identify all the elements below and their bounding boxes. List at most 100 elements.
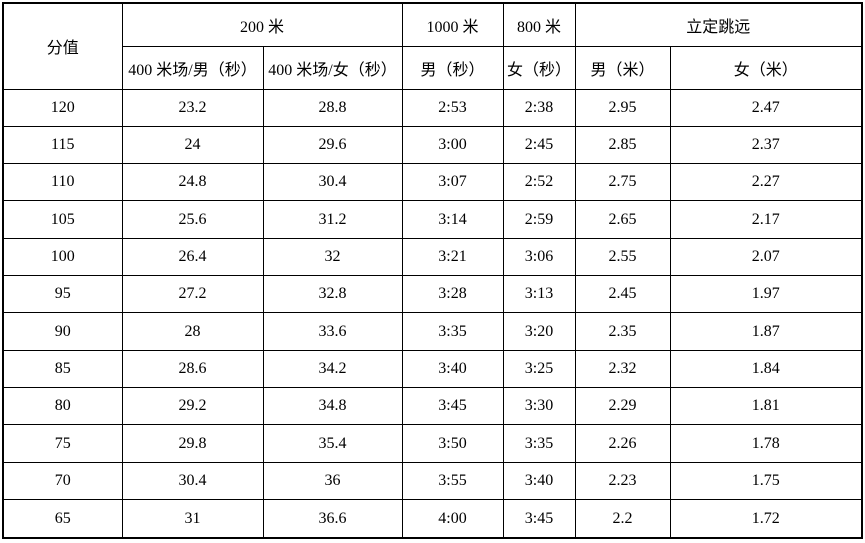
- cell-jump-female: 1.81: [669, 387, 863, 426]
- cell-jump-female: 2.07: [669, 237, 863, 277]
- table-row: 85 28.6 34.2 3:40 3:25 2.32 1.84: [2, 349, 863, 389]
- table-body: 120 23.2 28.8 2:53 2:38 2.95 2.47 115 24…: [2, 88, 863, 539]
- header-200m-female: 400 米场/女（秒）: [262, 45, 403, 90]
- cell-jump-male: 2.32: [574, 349, 671, 389]
- cell-1000m-male: 3:40: [401, 349, 504, 389]
- table-row: 120 23.2 28.8 2:53 2:38 2.95 2.47: [2, 88, 863, 127]
- cell-jump-female: 1.87: [669, 312, 863, 351]
- cell-score: 90: [2, 312, 123, 351]
- cell-jump-male: 2.26: [574, 424, 671, 463]
- table-row: 65 31 36.6 4:00 3:45 2.2 1.72: [2, 499, 863, 539]
- cell-1000m-male: 2:53: [401, 88, 504, 127]
- header-score: 分值: [2, 2, 123, 90]
- cell-score: 120: [2, 88, 123, 127]
- cell-200m-female: 34.2: [262, 349, 403, 389]
- cell-jump-female: 2.17: [669, 200, 863, 239]
- cell-800m-female: 3:40: [502, 461, 576, 501]
- cell-jump-female: 1.97: [669, 275, 863, 314]
- table-header: 分值 200 米 1000 米 800 米 立定跳远 400 米场/男（秒） 4…: [2, 2, 863, 90]
- cell-jump-female: 2.27: [669, 163, 863, 202]
- header-800m-group: 800 米: [502, 2, 576, 47]
- header-200m-group: 200 米: [121, 2, 403, 47]
- cell-200m-female: 35.4: [262, 424, 403, 463]
- table-row: 80 29.2 34.8 3:45 3:30 2.29 1.81: [2, 387, 863, 426]
- cell-score: 80: [2, 387, 123, 426]
- header-200m-male: 400 米场/男（秒）: [121, 45, 264, 90]
- cell-score: 75: [2, 424, 123, 463]
- cell-200m-male: 26.4: [121, 237, 264, 277]
- cell-jump-male: 2.75: [574, 163, 671, 202]
- cell-800m-female: 2:52: [502, 163, 576, 202]
- cell-1000m-male: 3:35: [401, 312, 504, 351]
- table-row: 110 24.8 30.4 3:07 2:52 2.75 2.27: [2, 163, 863, 202]
- cell-200m-female: 28.8: [262, 88, 403, 127]
- cell-jump-male: 2.29: [574, 387, 671, 426]
- cell-200m-male: 24: [121, 125, 264, 165]
- cell-1000m-male: 3:07: [401, 163, 504, 202]
- cell-200m-male: 29.2: [121, 387, 264, 426]
- cell-jump-male: 2.55: [574, 237, 671, 277]
- header-group-row: 分值 200 米 1000 米 800 米 立定跳远: [2, 2, 863, 90]
- cell-jump-female: 1.84: [669, 349, 863, 389]
- cell-score: 100: [2, 237, 123, 277]
- cell-200m-female: 34.8: [262, 387, 403, 426]
- cell-200m-male: 23.2: [121, 88, 264, 127]
- header-sub-row: 400 米场/男（秒） 400 米场/女（秒） 男（秒） 女（秒） 男（米） 女…: [3, 45, 863, 90]
- cell-200m-female: 29.6: [262, 125, 403, 165]
- cell-200m-male: 28.6: [121, 349, 264, 389]
- header-800m-female: 女（秒）: [502, 45, 576, 90]
- cell-jump-female: 2.47: [669, 88, 863, 127]
- cell-jump-female: 1.72: [669, 499, 863, 539]
- cell-jump-male: 2.85: [574, 125, 671, 165]
- cell-200m-male: 25.6: [121, 200, 264, 239]
- cell-200m-female: 31.2: [262, 200, 403, 239]
- table-row: 70 30.4 36 3:55 3:40 2.23 1.75: [2, 461, 863, 501]
- cell-jump-male: 2.65: [574, 200, 671, 239]
- header-jump-female: 女（米）: [669, 45, 863, 90]
- cell-jump-male: 2.35: [574, 312, 671, 351]
- cell-score: 65: [2, 499, 123, 539]
- cell-jump-male: 2.23: [574, 461, 671, 501]
- cell-score: 70: [2, 461, 123, 501]
- cell-jump-male: 2.2: [574, 499, 671, 539]
- cell-800m-female: 2:59: [502, 200, 576, 239]
- cell-200m-male: 29.8: [121, 424, 264, 463]
- cell-1000m-male: 3:14: [401, 200, 504, 239]
- cell-200m-female: 33.6: [262, 312, 403, 351]
- cell-800m-female: 3:35: [502, 424, 576, 463]
- cell-200m-female: 32: [262, 237, 403, 277]
- header-1000m-male: 男（秒）: [401, 45, 504, 90]
- cell-200m-female: 32.8: [262, 275, 403, 314]
- cell-jump-female: 1.75: [669, 461, 863, 501]
- cell-1000m-male: 3:00: [401, 125, 504, 165]
- cell-jump-male: 2.95: [574, 88, 671, 127]
- cell-200m-male: 27.2: [121, 275, 264, 314]
- cell-200m-male: 31: [121, 499, 264, 539]
- table-row: 95 27.2 32.8 3:28 3:13 2.45 1.97: [2, 275, 863, 314]
- cell-score: 115: [2, 125, 123, 165]
- cell-800m-female: 2:45: [502, 125, 576, 165]
- cell-1000m-male: 3:21: [401, 237, 504, 277]
- header-jump-male: 男（米）: [574, 45, 671, 90]
- cell-800m-female: 3:20: [502, 312, 576, 351]
- cell-1000m-male: 3:50: [401, 424, 504, 463]
- table-row: 105 25.6 31.2 3:14 2:59 2.65 2.17: [2, 200, 863, 239]
- cell-score: 85: [2, 349, 123, 389]
- cell-800m-female: 3:45: [502, 499, 576, 539]
- cell-score: 105: [2, 200, 123, 239]
- cell-1000m-male: 3:55: [401, 461, 504, 501]
- cell-score: 110: [2, 163, 123, 202]
- cell-800m-female: 2:38: [502, 88, 576, 127]
- header-jump-group: 立定跳远: [574, 2, 863, 47]
- table-row: 90 28 33.6 3:35 3:20 2.35 1.87: [2, 312, 863, 351]
- cell-jump-female: 2.37: [669, 125, 863, 165]
- cell-800m-female: 3:30: [502, 387, 576, 426]
- cell-1000m-male: 3:28: [401, 275, 504, 314]
- cell-200m-female: 30.4: [262, 163, 403, 202]
- table-row: 75 29.8 35.4 3:50 3:35 2.26 1.78: [2, 424, 863, 463]
- table-row: 100 26.4 32 3:21 3:06 2.55 2.07: [2, 237, 863, 277]
- cell-800m-female: 3:25: [502, 349, 576, 389]
- header-1000m-group: 1000 米: [401, 2, 504, 47]
- cell-800m-female: 3:13: [502, 275, 576, 314]
